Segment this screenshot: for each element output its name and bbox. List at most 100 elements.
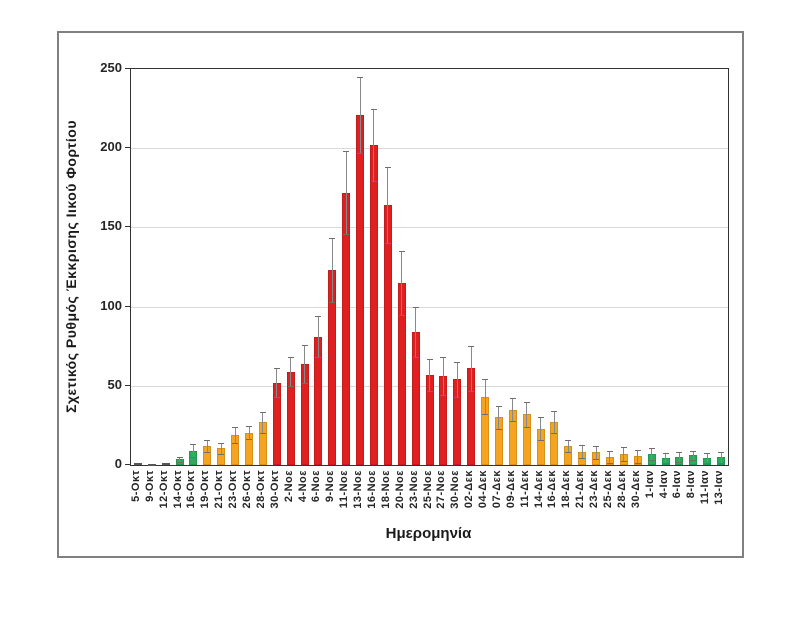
error-bar-cap: [370, 181, 377, 183]
error-bar: [720, 451, 722, 463]
error-bar-cap: [315, 357, 322, 359]
x-tick-label: 11-Ιαν: [699, 470, 712, 505]
error-bar-cap: [676, 461, 683, 463]
x-tick-label: 27-Νοε: [435, 470, 448, 509]
chart-frame: Σχετικός Ρυθμός Έκκρισης Ιικού Φορτίου Η…: [57, 31, 744, 558]
y-tick-label: 100: [100, 297, 122, 313]
error-bar-cap: [509, 420, 516, 422]
error-bar-cap: [176, 461, 183, 463]
x-tick-label: 25-Δεκ: [601, 470, 614, 509]
y-axis-tick: [125, 226, 130, 228]
error-bar-cap: [454, 362, 461, 364]
x-tick-label: 6-Ιαν: [671, 470, 684, 499]
error-bar: [220, 442, 222, 454]
x-tick-label: 23-Οκτ: [227, 470, 240, 509]
error-bar-cap: [343, 233, 350, 235]
error-bar: [678, 452, 680, 462]
y-tick-label: 200: [100, 139, 122, 155]
error-bar-cap: [426, 390, 433, 392]
error-bar-cap: [648, 460, 655, 462]
x-tick-label: 8-Ιαν: [685, 470, 698, 499]
error-bar-cap: [537, 439, 544, 441]
error-bar: [359, 76, 361, 153]
error-bar-cap: [662, 453, 669, 455]
x-tick-label: 4-Νοε: [296, 470, 309, 503]
error-bar-cap: [482, 414, 489, 416]
x-tick-label: 11-Νοε: [338, 470, 351, 509]
error-bar-cap: [329, 301, 336, 303]
error-bar-cap: [579, 445, 586, 447]
error-bar: [595, 445, 597, 459]
error-bar: [179, 457, 181, 462]
error-bar: [234, 426, 236, 443]
error-bar-cap: [190, 444, 197, 446]
bar: [161, 462, 170, 465]
error-bar: [248, 426, 250, 439]
error-bar-cap: [551, 433, 558, 435]
error-bar: [262, 411, 264, 433]
error-bar-cap: [495, 428, 502, 430]
error-bar: [665, 453, 667, 463]
error-bar-cap: [634, 449, 641, 451]
error-bar-cap: [273, 396, 280, 398]
error-bar-cap: [593, 458, 600, 460]
error-bar-cap: [357, 76, 364, 78]
error-bar-cap: [384, 243, 391, 245]
error-bar-cap: [662, 462, 669, 464]
bar: [356, 114, 365, 465]
x-tick-label: 13-Νοε: [352, 470, 365, 509]
error-bar-cap: [370, 108, 377, 110]
x-tick-label: 28-Οκτ: [254, 470, 267, 509]
plot-area: [130, 68, 729, 467]
error-bar-cap: [176, 457, 183, 459]
error-bar-cap: [426, 358, 433, 360]
error-bar-cap: [259, 432, 266, 434]
error-bar-cap: [412, 357, 419, 359]
error-bar: [317, 316, 319, 358]
error-bar: [387, 167, 389, 244]
error-bar: [290, 357, 292, 386]
error-bar-cap: [357, 152, 364, 154]
x-tick-label: 09-Δεκ: [504, 470, 517, 509]
error-bar-cap: [343, 151, 350, 153]
error-bar-cap: [315, 316, 322, 318]
error-bar-cap: [620, 461, 627, 463]
error-bar-cap: [412, 306, 419, 308]
error-bar-cap: [190, 457, 197, 459]
error-bar-cap: [287, 357, 294, 359]
error-bar-cap: [468, 390, 475, 392]
x-tick-label: 30-Οκτ: [268, 470, 281, 509]
error-bar-cap: [232, 442, 239, 444]
x-tick-label: 14-Οκτ: [171, 470, 184, 509]
x-axis-title: Ημερομηνία: [385, 525, 472, 542]
error-bar-cap: [551, 411, 558, 413]
error-bar: [651, 447, 653, 461]
x-tick-label: 18-Νοε: [379, 470, 392, 509]
error-bar-cap: [440, 395, 447, 397]
error-bar-cap: [454, 396, 461, 398]
x-tick-label: 21-Οκτ: [213, 470, 226, 509]
x-tick-label: 28-Δεκ: [615, 470, 628, 509]
error-bar: [331, 238, 333, 302]
error-bar: [498, 406, 500, 429]
x-tick-label: 13-Ιαν: [713, 470, 726, 505]
error-bar-cap: [204, 452, 211, 454]
error-bar-cap: [329, 238, 336, 240]
y-axis-title-text: Σχετικός Ρυθμός Έκκρισης Ιικού Φορτίου: [63, 119, 79, 413]
error-bar-cap: [606, 450, 613, 452]
error-bar-cap: [648, 447, 655, 449]
x-tick-label: 5-Οκτ: [129, 470, 142, 502]
x-tick-label: 16-Νοε: [365, 470, 378, 509]
x-tick-label: 30-Νοε: [449, 470, 462, 509]
error-bar: [706, 453, 708, 463]
x-tick-label: 1-Ιαν: [643, 470, 656, 499]
error-bar-cap: [218, 453, 225, 455]
error-bar-cap: [620, 446, 627, 448]
error-bar: [401, 251, 403, 315]
error-bar: [456, 362, 458, 397]
error-bar-cap: [606, 463, 613, 465]
y-tick-label: 50: [107, 376, 122, 392]
error-bar: [692, 450, 694, 461]
error-bar: [192, 444, 194, 458]
error-bar-cap: [704, 462, 711, 464]
